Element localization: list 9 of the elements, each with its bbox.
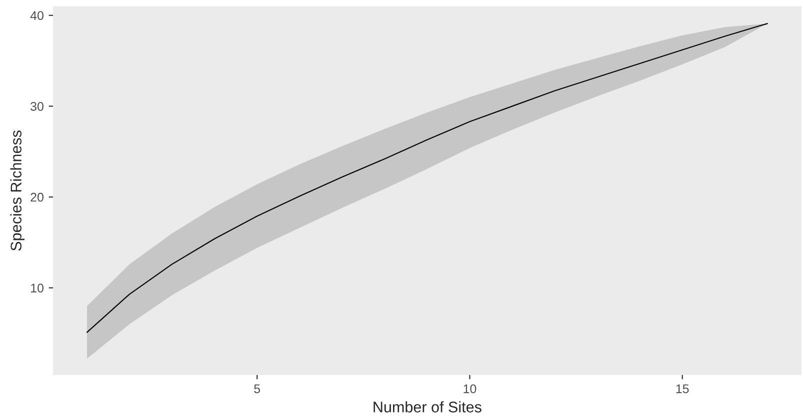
y-tick-label: 30 [30,102,44,111]
x-axis-title: Number of Sites [374,401,482,412]
x-tick-label: 15 [676,384,689,394]
x-tick-label: 10 [464,384,476,394]
y-tick-label: 20 [30,192,44,202]
y-axis-title: Species Richness [10,130,25,251]
y-tick-label: 40 [30,11,44,20]
x-tick-label: 5 [254,384,260,394]
y-tick-label: 10 [31,284,44,292]
